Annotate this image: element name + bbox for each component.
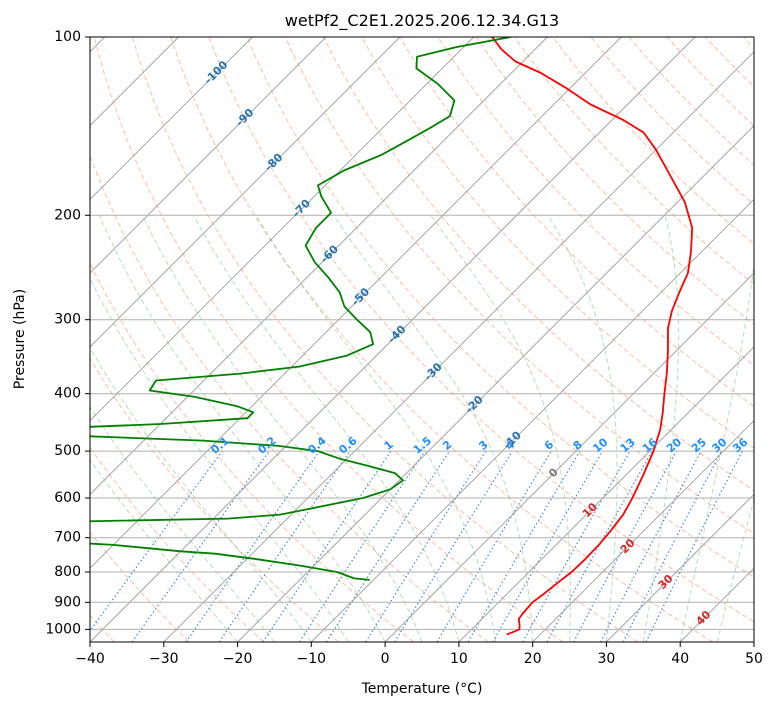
x-tick-label: 30 xyxy=(597,651,615,667)
moist-adiabat xyxy=(679,261,754,642)
isotherm-line xyxy=(237,124,754,642)
mixing-ratio-line xyxy=(325,450,451,642)
moist-adiabat xyxy=(642,215,680,642)
mixing-ratio-line xyxy=(299,450,426,642)
moist-adiabat xyxy=(90,346,312,642)
x-tick-label: −10 xyxy=(297,651,327,667)
mixing-ratio-line xyxy=(262,450,392,642)
mixing-ratio-line xyxy=(185,450,320,642)
mixing-ratio-line xyxy=(218,450,351,642)
x-tick-label: 40 xyxy=(671,651,689,667)
y-tick-label: 200 xyxy=(54,207,81,223)
dry-adiabat xyxy=(93,37,564,642)
plot-frame xyxy=(89,36,755,643)
dry-adiabat xyxy=(90,357,339,642)
moist-adiabat xyxy=(98,215,386,642)
moist-adiabat xyxy=(90,458,238,642)
y-axis-ticks: 100 200 300 400 500 600 700 800 900 1000 xyxy=(45,29,90,637)
y-tick-label: 600 xyxy=(54,490,81,506)
isotherm-line xyxy=(90,37,622,569)
isotherm-line xyxy=(458,346,754,642)
moist-adiabat xyxy=(141,215,423,642)
grid-lines xyxy=(90,37,754,642)
chart-title: wetPf2_C2E1.2025.206.12.34.G13 xyxy=(285,11,559,31)
y-tick-label: 1000 xyxy=(45,621,81,637)
mixing-ratio-line xyxy=(131,450,270,642)
dry-adiabat xyxy=(170,37,713,642)
y-tick-label: 900 xyxy=(54,594,81,610)
isotherm-line xyxy=(310,198,754,642)
dry-adiabat xyxy=(90,446,265,642)
moist-adiabat xyxy=(193,215,460,642)
dry-adiabat xyxy=(284,37,754,535)
dry-adiabat xyxy=(361,37,754,449)
isotherm-line xyxy=(384,272,754,642)
x-axis-title: Temperature (°C) xyxy=(361,681,483,697)
isotherm-line xyxy=(90,37,253,201)
x-tick-label: 10 xyxy=(450,651,468,667)
x-tick-label: 0 xyxy=(381,651,390,667)
x-tick-label: 20 xyxy=(524,651,542,667)
mixing-ratio-line xyxy=(546,450,653,642)
dry-adiabat xyxy=(437,37,754,366)
x-tick-label: 50 xyxy=(745,651,763,667)
mixing-ratio-line xyxy=(394,450,513,642)
y-tick-label: 300 xyxy=(54,312,81,328)
isotherm-line xyxy=(90,37,696,642)
dry-adiabat xyxy=(90,262,414,642)
y-axis-title: Pressure (hPa) xyxy=(12,289,28,389)
y-tick-label: 400 xyxy=(54,386,81,402)
temperature-series-line xyxy=(491,37,694,636)
y-tick-label: 500 xyxy=(54,443,81,459)
isotherm-line xyxy=(606,493,754,642)
y-tick-label: 100 xyxy=(54,29,81,45)
mixing-ratio-line xyxy=(90,450,223,632)
isotherm-line xyxy=(90,37,475,422)
dry-adiabat xyxy=(132,37,639,642)
x-axis-ticks: −40 −30 −20 −10 0 10 20 30 40 50 xyxy=(75,642,763,667)
series-layer xyxy=(90,37,694,636)
isotherm-line xyxy=(90,37,327,274)
y-tick-label: 700 xyxy=(54,530,81,546)
moist-adiabat xyxy=(716,497,754,642)
x-tick-label: −20 xyxy=(223,651,253,667)
isotherm-line xyxy=(532,419,754,642)
mixing-ratio-line xyxy=(522,450,631,642)
dewpoint-series-line xyxy=(90,37,511,581)
x-tick-label: −40 xyxy=(75,651,105,667)
moist-adiabat xyxy=(430,215,571,642)
mixing-ratio-line xyxy=(572,450,677,642)
isotherm-line xyxy=(90,37,401,348)
dry-adiabat xyxy=(323,37,754,492)
background-lines xyxy=(90,37,754,642)
moist-adiabat xyxy=(547,215,618,642)
isotherm-line xyxy=(90,37,548,496)
isotherm-line xyxy=(163,51,754,642)
x-tick-label: −30 xyxy=(149,651,179,667)
dry-adiabat xyxy=(208,37,754,623)
dry-adiabat xyxy=(90,531,190,642)
mixing-ratio-line xyxy=(645,450,744,642)
y-tick-label: 800 xyxy=(54,564,81,580)
dry-adiabat xyxy=(90,154,489,642)
moist-adiabat xyxy=(255,215,497,642)
